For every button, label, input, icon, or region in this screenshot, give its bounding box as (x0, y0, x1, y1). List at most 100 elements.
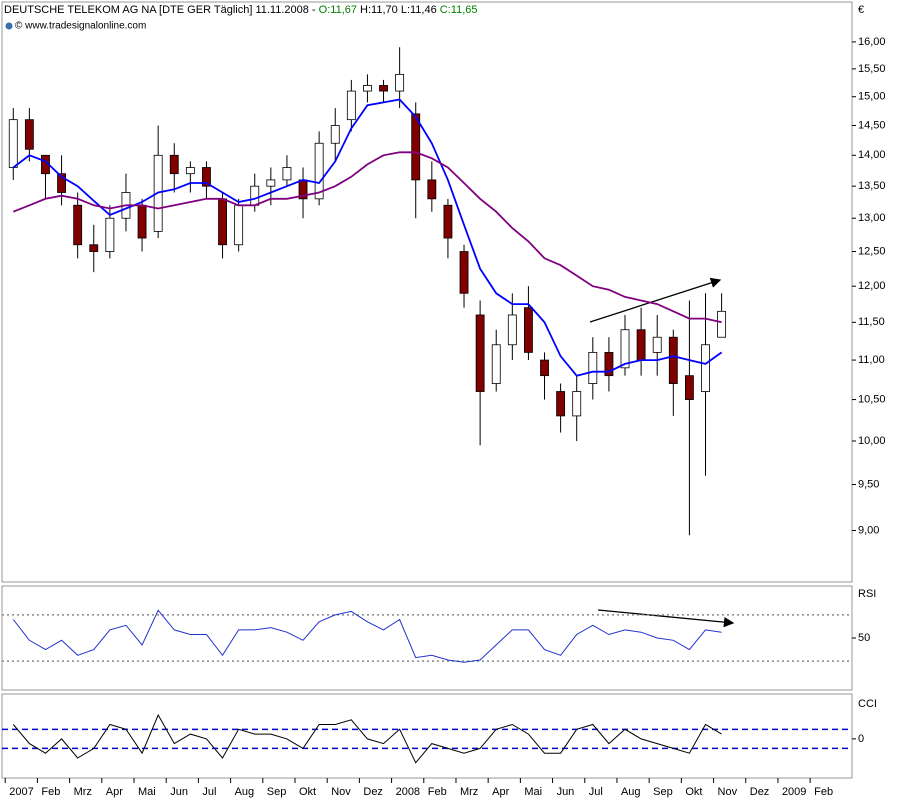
x-tick-label: Jul (589, 786, 603, 798)
x-tick-label: Mai (138, 786, 156, 798)
y-tick-label: 16,00 (858, 36, 886, 48)
line (12, 609, 722, 663)
trend-arrow (589, 277, 722, 323)
candle-body (604, 351, 614, 377)
line (12, 713, 722, 764)
candle-body (588, 351, 598, 384)
x-tick-label: Dez (750, 786, 770, 798)
candle-body (507, 314, 517, 346)
y-tick-label: 10,50 (858, 393, 886, 405)
x-tick-label: Feb (41, 786, 60, 798)
x-tick-label: Mrz (74, 786, 92, 798)
x-tick-label: 2009 (782, 786, 806, 798)
price-panel (1, 1, 853, 583)
header-title: DEUTSCHE TELEKOM AG NA [DTE GER Täglich] (4, 4, 252, 16)
header-date: 11.11.2008 - (255, 4, 315, 16)
candle-body (8, 119, 18, 168)
x-tick-label: Feb (428, 786, 447, 798)
cci-panel (1, 693, 853, 779)
header-open: O:11,67 (319, 4, 357, 16)
currency: € (858, 4, 864, 16)
source: © www.tradesignalonline.com (15, 21, 146, 32)
line (12, 151, 722, 324)
y-tick-label: 14,50 (858, 119, 886, 131)
y-tick-label: 11,00 (858, 354, 885, 366)
x-tick-label: Apr (106, 786, 123, 798)
x-tick-label: Apr (492, 786, 509, 798)
candle-body (234, 204, 244, 246)
candle-body (57, 173, 66, 193)
candle-body (668, 336, 678, 384)
header-low: L:11,46 (401, 4, 437, 16)
candle-body (491, 344, 501, 384)
candle-body (89, 244, 99, 252)
x-tick-label: Okt (685, 786, 702, 798)
candle-body (523, 307, 533, 353)
candle-body (636, 329, 646, 361)
rsi-trend-arrow (597, 609, 735, 628)
y-tick-label: 12,00 (858, 280, 886, 292)
candle-body (395, 73, 405, 92)
plot: 9,00 9,50 10,00 10,50 11,00 11,50 12,00 12,50 13… (2, 36, 886, 798)
x-tick-label: Dez (363, 786, 383, 798)
header-high: H:11,70 (360, 4, 398, 16)
x-tick-label: Okt (299, 786, 316, 798)
x-tick-label: Mai (524, 786, 542, 798)
header: DEUTSCHE TELEKOM AG NA [DTE GER Täglich]… (4, 4, 478, 16)
cci-title: CCI (858, 698, 877, 710)
candle-body (266, 179, 276, 187)
candle-body (73, 204, 83, 246)
candle-body (282, 167, 292, 181)
candle-body (218, 198, 227, 246)
x-tick-label: Nov (331, 786, 351, 798)
candle-body (202, 167, 211, 187)
candle-body (620, 329, 630, 369)
candle-body (363, 85, 372, 92)
y-tick-label: 9,50 (858, 478, 879, 490)
candle-body (540, 359, 549, 377)
x-tick-label: Sep (653, 786, 673, 798)
x-tick-label: Sep (267, 786, 287, 798)
candle-body (24, 119, 34, 150)
x-tick-label: Aug (621, 786, 641, 798)
candle-body (169, 154, 179, 175)
x-tick-label: Jun (170, 786, 188, 798)
y-tick-label: 13,00 (858, 212, 886, 224)
y-tick-label: 9,00 (858, 524, 879, 536)
candle-body (330, 125, 340, 144)
candle-body (250, 185, 260, 206)
y-tick-label: 0 (858, 733, 864, 745)
x-tick-label: Nov (718, 786, 738, 798)
y-tick-label: 13,50 (858, 180, 886, 192)
x-tick-label: 2008 (396, 786, 420, 798)
rsi-title: RSI (858, 588, 876, 600)
candle-body (137, 204, 147, 239)
candle-body (105, 217, 115, 252)
y-tick-label: 11,50 (858, 316, 885, 328)
candle-body (443, 204, 453, 239)
candle-body (185, 167, 195, 175)
y-tick-label: 15,00 (858, 91, 886, 103)
candle-body (314, 142, 324, 200)
y-tick-label: 12,50 (858, 245, 886, 257)
x-tick-label: 2007 (9, 786, 33, 798)
candle-body (572, 391, 582, 417)
candle-body (701, 344, 710, 392)
x-tick-label: Jul (202, 786, 216, 798)
candle-body (459, 251, 469, 294)
y-tick-label: 14,00 (858, 149, 886, 161)
y-tick-label: 15,50 (858, 63, 886, 75)
candle-body (556, 391, 566, 417)
candle-body (652, 336, 662, 353)
candle-body (717, 310, 727, 338)
candle-body (346, 90, 356, 121)
y-tick-label: 50 (858, 632, 870, 644)
source-icon (5, 22, 13, 30)
candle-body (411, 113, 421, 181)
x-tick-label: Aug (235, 786, 255, 798)
header-close: C:11,65 (440, 4, 478, 16)
y-tick-label: 10,00 (858, 435, 886, 447)
line (12, 98, 723, 377)
